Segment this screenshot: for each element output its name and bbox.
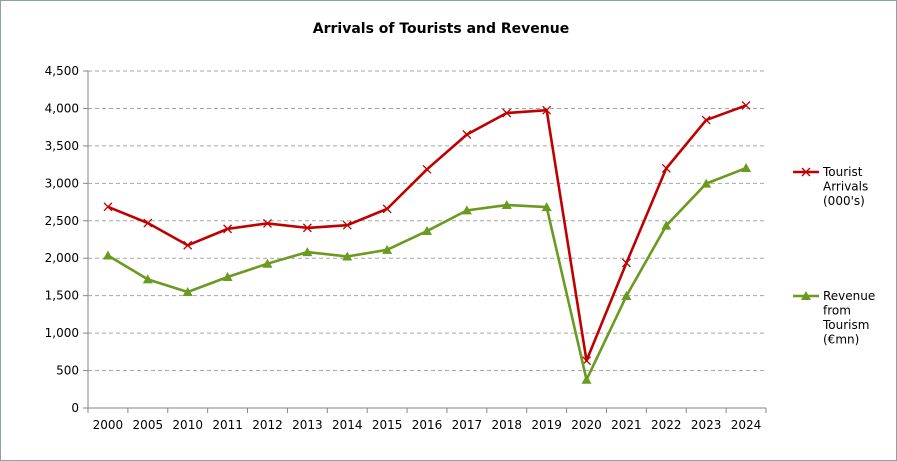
triangle-marker [541,202,552,212]
legend-label-line: Arrivals [823,180,868,194]
triangle-marker [302,247,313,257]
x-tick-label: 2011 [212,418,243,432]
x-marker [801,167,811,177]
x-marker [263,218,272,228]
y-tick-label: 3,500 [45,139,79,153]
x-tick-label: 2012 [252,418,283,432]
y-tick-label: 3,000 [45,176,79,190]
legend-label: Revenue from Tourism (€mn) [822,289,875,347]
y-tick-label: 0 [71,401,79,415]
y-tick-label: 4,500 [45,64,79,78]
x-marker [502,108,512,118]
x-marker [143,218,153,228]
x-tick-label: 2015 [372,418,403,432]
legend-label-line: Tourist [822,165,863,179]
legend-label-line: (€mn) [823,333,859,347]
x-marker [342,220,352,230]
x-tick-label: 2023 [691,418,722,432]
y-tick-label: 2,000 [45,251,79,265]
grid-layer [88,70,766,372]
x-marker [621,258,631,268]
triangle-marker [182,286,193,296]
triangle-marker [342,251,353,261]
series-layer [102,100,752,384]
x-tick-label: 2016 [412,418,443,432]
x-tick-label: 2014 [332,418,363,432]
x-tick-label: 2000 [93,418,124,432]
triangle-marker [142,274,153,284]
triangle-marker [621,290,632,300]
x-tick-label: 2019 [531,418,562,432]
triangle-marker [801,291,811,300]
x-marker [302,223,312,233]
x-marker [103,202,113,212]
y-tick-label: 1,000 [45,326,79,340]
x-marker [661,163,671,173]
legend-label: Tourist Arrivals (000's) [822,165,868,208]
y-tick-label: 4,000 [45,101,79,115]
triangle-marker [501,200,512,210]
x-tick-label: 2010 [172,418,203,432]
y-tick-label: 2,500 [45,214,79,228]
x-tick-label: 2020 [571,418,602,432]
legend-label-line: Revenue [823,289,875,303]
triangle-marker [661,220,672,230]
x-marker [183,240,193,250]
y-tick-label: 500 [56,364,79,378]
x-tick-label: 2017 [452,418,483,432]
triangle-marker [102,250,113,260]
y-tick-label: 1,500 [45,289,79,303]
x-tick-label: 2005 [133,418,164,432]
x-marker [701,115,711,125]
triangle-marker [262,258,273,268]
x-marker [542,105,552,115]
triangle-marker [461,205,472,215]
x-marker [382,204,392,214]
triangle-marker [741,163,752,173]
x-tick-label: 2018 [491,418,522,432]
triangle-marker [222,272,233,282]
x-tick-label: 2024 [731,418,762,432]
series-line-1 [107,166,747,382]
legend-label-line: (000's) [823,194,865,208]
x-tick-label: 2022 [651,418,682,432]
x-tick-label: 2013 [292,418,323,432]
legend-label-line: from [823,304,851,318]
x-marker [223,224,233,234]
legend-label-line: Tourism [822,318,869,332]
axis-layer: 0 500 1,000 1,500 2,000 2,500 3,000 3,500 4,000 4… [45,64,767,432]
x-tick-label: 2021 [611,418,642,432]
triangle-marker [701,178,712,188]
x-marker [462,130,472,139]
triangle-marker [382,244,393,254]
x-marker [422,164,432,174]
chart-title: Arrivals of Tourists and Revenue [313,21,569,37]
triangle-marker [581,374,592,384]
legend: Tourist Arrivals (000's) Revenue from Tourism… [793,165,875,347]
triangle-marker [422,226,432,236]
x-marker [741,100,751,110]
